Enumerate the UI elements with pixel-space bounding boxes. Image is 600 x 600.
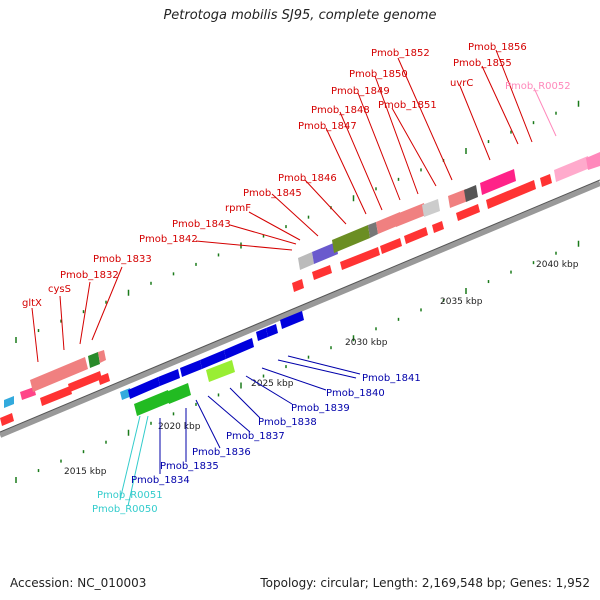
forward-gene <box>98 373 110 385</box>
gene-label-pmob-1848: Pmob_1848 <box>311 105 370 116</box>
forward-gene <box>30 357 88 392</box>
gene-label-pmob-r0050: Pmob_R0050 <box>92 504 158 515</box>
gene-label-pmob-r0051: Pmob_R0051 <box>97 490 163 501</box>
forward-gene <box>0 413 14 426</box>
scale-label: 2025 kbp <box>251 379 294 389</box>
forward-leader-lines <box>31 49 533 363</box>
forward-gene <box>480 169 516 195</box>
scale-label: 2040 kbp <box>536 260 579 270</box>
forward-gene <box>448 189 468 208</box>
forward-gene <box>486 180 536 209</box>
gene-label-pmob-r0052: Pmob_R0052 <box>505 81 571 92</box>
gene-label-pmob-1850: Pmob_1850 <box>349 69 408 80</box>
forward-gene <box>540 174 552 187</box>
gene-label-pmob-1845: Pmob_1845 <box>243 188 302 199</box>
forward-gene <box>292 279 304 292</box>
gene-label-pmob-1834: Pmob_1834 <box>131 475 190 486</box>
gene-label-pmob-1835: Pmob_1835 <box>160 461 219 472</box>
gene-label-pmob-1840: Pmob_1840 <box>326 388 385 399</box>
gene-label-pmob-1847: Pmob_1847 <box>298 121 357 132</box>
gene-label-pmob-1852: Pmob_1852 <box>371 48 430 59</box>
forward-gene <box>432 221 444 233</box>
tick-marks-bottom <box>15 240 580 483</box>
genome-backbone-edge <box>0 179 600 433</box>
gene-label-cysS: cysS <box>48 284 71 295</box>
gene-label-uvrC: uvrC <box>450 78 473 89</box>
reverse-gene <box>266 324 278 337</box>
reverse-gene <box>134 390 171 416</box>
topology-text: Topology: circular; Length: 2,169,548 bp… <box>260 576 590 590</box>
forward-gene <box>554 156 590 182</box>
gene-label-pmob-1832: Pmob_1832 <box>60 270 119 281</box>
gene-label-pmob-1856: Pmob_1856 <box>468 42 527 53</box>
gene-label-gltX: gltX <box>22 298 42 309</box>
gene-label-pmob-1843: Pmob_1843 <box>172 219 231 230</box>
accession-text: Accession: NC_010003 <box>10 576 147 590</box>
reverse-gene <box>166 383 191 404</box>
gene-label-pmob-1841: Pmob_1841 <box>362 373 421 384</box>
scale-label: 2020 kbp <box>158 422 201 432</box>
forward-gene <box>4 396 14 408</box>
forward-gene <box>312 265 332 280</box>
gene-label-pmob-1836: Pmob_1836 <box>192 447 251 458</box>
gene-label-pmob-1837: Pmob_1837 <box>226 431 285 442</box>
scale-label: 2030 kbp <box>345 338 388 348</box>
forward-gene <box>464 185 478 202</box>
rna-leader-lines <box>119 415 149 507</box>
reverse-gene <box>206 360 235 382</box>
map-title: Petrotoga mobilis SJ95, complete genome <box>163 8 437 23</box>
forward-gene <box>380 238 402 254</box>
forward-gene <box>340 247 380 270</box>
reverse-gene <box>280 311 304 329</box>
reverse-gene <box>128 377 160 399</box>
scale-label: 2035 kbp <box>440 297 483 307</box>
gene-label-pmob-1846: Pmob_1846 <box>278 173 337 184</box>
reverse-gene <box>180 360 202 377</box>
forward-gene <box>68 371 102 392</box>
forward-gene <box>422 199 440 217</box>
gene-label-pmob-1833: Pmob_1833 <box>93 254 152 265</box>
forward-gene <box>88 352 100 368</box>
forward-gene <box>312 242 338 264</box>
genome-backbone <box>0 180 600 438</box>
scale-label: 2015 kbp <box>64 467 107 477</box>
forward-gene <box>394 203 426 227</box>
forward-gene <box>98 350 106 363</box>
forward-gene <box>298 252 314 270</box>
reverse-gene <box>158 369 180 386</box>
forward-gene <box>40 386 72 406</box>
tick-marks-top <box>15 100 580 343</box>
reverse-gene <box>200 350 226 369</box>
gene-label-rpmF: rpmF <box>225 203 251 214</box>
forward-gene <box>586 152 600 170</box>
gene-label-pmob-1855: Pmob_1855 <box>453 58 512 69</box>
gene-label-pmob-1838: Pmob_1838 <box>258 417 317 428</box>
gene-label-pmob-1849: Pmob_1849 <box>331 86 390 97</box>
reverse-leader-lines <box>159 355 361 474</box>
gene-label-pmob-1839: Pmob_1839 <box>291 403 350 414</box>
gene-label-pmob-1851: Pmob_1851 <box>378 100 437 111</box>
forward-gene <box>404 227 428 244</box>
forward-gene <box>332 225 370 253</box>
reverse-gene <box>224 338 254 359</box>
forward-gene <box>20 387 36 400</box>
reverse-gene <box>256 328 268 341</box>
rna-leader-line <box>533 87 557 137</box>
forward-gene <box>368 222 378 238</box>
forward-gene <box>456 204 480 221</box>
gene-label-pmob-1842: Pmob_1842 <box>139 234 198 245</box>
